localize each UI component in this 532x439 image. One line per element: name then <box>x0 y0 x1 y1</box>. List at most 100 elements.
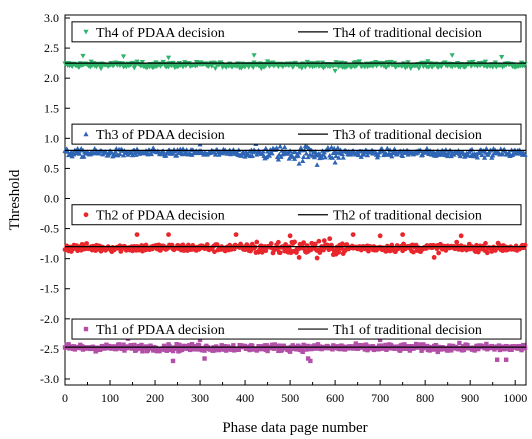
data-point <box>431 255 437 260</box>
data-point <box>425 59 431 64</box>
data-point <box>277 250 283 256</box>
data-point <box>166 232 171 237</box>
data-point <box>366 248 371 254</box>
data-point <box>305 343 311 349</box>
data-point <box>496 343 502 348</box>
data-point <box>305 154 311 160</box>
data-point <box>457 340 462 346</box>
data-point <box>303 150 309 156</box>
x-tick-label: 900 <box>461 391 479 405</box>
data-point <box>233 232 239 237</box>
data-point <box>66 342 71 347</box>
data-point <box>351 346 357 351</box>
y-tick-label: -2.5 <box>40 342 59 356</box>
data-point <box>148 151 155 157</box>
data-point <box>129 152 136 158</box>
data-point <box>238 153 245 158</box>
data-point <box>311 154 318 160</box>
legend-box <box>71 318 522 340</box>
data-point <box>223 344 228 349</box>
data-point <box>465 342 470 348</box>
data-point <box>80 53 86 59</box>
data-point <box>296 343 301 348</box>
legend-label-traditional: Th1 of traditional decision <box>333 323 482 338</box>
data-point <box>436 250 442 256</box>
legend-4: Th1 of PDAA decision Th1 of traditional d… <box>71 318 522 340</box>
data-point <box>139 342 144 348</box>
y-tick-label: -1.0 <box>40 252 59 266</box>
data-point <box>268 241 274 246</box>
data-point <box>509 347 514 352</box>
data-point <box>503 357 509 362</box>
data-point <box>427 348 432 353</box>
data-point <box>212 66 218 72</box>
data-point <box>339 241 345 247</box>
x-tick-label: 800 <box>416 391 434 405</box>
data-point <box>148 343 153 348</box>
legend-1: Th4 of PDAA decision Th4 of traditional d… <box>71 21 522 43</box>
data-point <box>219 343 224 348</box>
data-point <box>170 358 176 364</box>
data-point <box>298 145 304 150</box>
data-point <box>402 342 407 347</box>
data-point <box>479 152 485 158</box>
data-point <box>499 55 505 60</box>
y-tick-label: 0.0 <box>44 191 59 205</box>
data-point <box>291 156 298 161</box>
x-tick-label: 0 <box>62 391 68 405</box>
data-point <box>83 212 89 218</box>
data-point <box>389 153 395 159</box>
data-point <box>448 153 454 159</box>
data-point <box>433 342 439 348</box>
data-point <box>451 151 457 157</box>
axis-ticks: 0 100 200 300 400 500 600 700 800 900 1000 3.0 2.5 2.… <box>40 11 527 405</box>
data-point <box>411 249 416 255</box>
data-point <box>212 249 217 255</box>
data-point <box>321 238 327 244</box>
data-point <box>413 341 419 347</box>
data-point <box>98 66 104 72</box>
data-point <box>128 343 133 348</box>
data-point <box>355 152 362 158</box>
x-tick-label: 1000 <box>503 391 527 405</box>
data-point <box>250 65 256 70</box>
traditional-lines <box>65 62 526 348</box>
data-point <box>339 151 345 157</box>
data-point <box>307 152 313 157</box>
data-point <box>322 154 328 160</box>
data-point <box>153 345 159 351</box>
data-point <box>331 145 337 151</box>
data-point <box>165 55 172 61</box>
data-point <box>300 158 306 164</box>
data-point <box>506 149 512 155</box>
data-point <box>336 249 342 255</box>
data-point <box>336 155 342 160</box>
data-point <box>338 346 343 352</box>
data-point <box>65 149 71 154</box>
x-tick-label: 100 <box>101 391 119 405</box>
data-point <box>353 341 359 346</box>
data-point <box>502 148 508 154</box>
data-point <box>314 162 320 167</box>
data-point <box>420 346 425 351</box>
legend-label-pdaa: Th2 of PDAA decision <box>96 209 225 224</box>
data-point <box>308 358 313 364</box>
data-point <box>195 347 200 352</box>
data-point <box>236 147 242 153</box>
data-point <box>348 151 354 157</box>
y-tick-label: -0.5 <box>40 222 59 236</box>
data-point <box>170 348 176 354</box>
data-point <box>174 152 180 158</box>
data-point <box>130 345 135 351</box>
data-point <box>260 148 266 154</box>
legend-label-pdaa: Th3 of PDAA decision <box>96 128 225 143</box>
data-point <box>276 348 281 354</box>
legends: Th4 of PDAA decision Th4 of traditional d… <box>71 21 522 340</box>
data-point <box>296 161 302 166</box>
data-point <box>328 144 335 150</box>
data-point <box>522 152 528 157</box>
data-point <box>278 154 284 159</box>
data-point <box>269 342 275 348</box>
data-point <box>76 151 83 156</box>
